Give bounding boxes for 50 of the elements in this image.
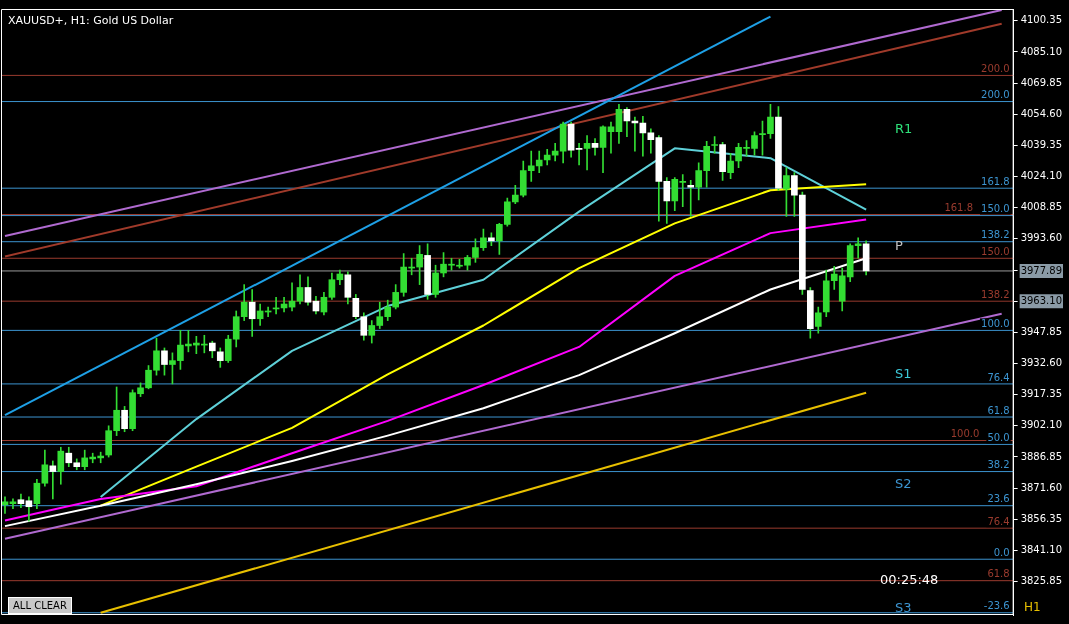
- annotation: -23.6: [983, 600, 1010, 612]
- y-tick-label: 4039.35: [1020, 138, 1063, 150]
- y-tick-label: 4069.85: [1020, 76, 1063, 88]
- annotation: 161.8: [981, 175, 1010, 187]
- y-tick-label: 4085.10: [1020, 45, 1063, 57]
- annotation: 138.2: [981, 229, 1010, 241]
- annotation: S3: [895, 600, 912, 615]
- annotation: 50.0: [987, 431, 1010, 443]
- annotation: 00:25:48: [880, 572, 939, 587]
- annotation: S1: [895, 366, 912, 381]
- y-tick-label: 4024.10: [1020, 170, 1063, 182]
- annotation: 76.4: [987, 515, 1010, 527]
- y-tick-label: 3932.60: [1020, 357, 1063, 369]
- y-tick-label: 3917.35: [1020, 388, 1063, 400]
- candlestick: [575, 143, 583, 166]
- y-tick-label: 3977.89: [1020, 264, 1063, 276]
- annotation: 61.8: [987, 568, 1010, 580]
- annotation: 0.0: [993, 546, 1010, 558]
- y-tick-label: 3993.60: [1020, 232, 1063, 244]
- annotation: 100.0: [981, 317, 1010, 329]
- annotation: 150.0: [981, 245, 1010, 257]
- annotation: 38.2: [987, 459, 1010, 471]
- annotation: P: [895, 238, 903, 253]
- annotation: ALL CLEAR: [8, 597, 72, 614]
- annotation: 100.0: [950, 428, 980, 440]
- y-tick-label: 4008.85: [1020, 201, 1063, 213]
- annotation: 61.8: [987, 404, 1010, 416]
- annotation: 161.8: [944, 202, 974, 214]
- annotation: 76.4: [987, 371, 1010, 383]
- y-tick-label: 3871.60: [1020, 481, 1063, 493]
- y-tick-label: 4054.60: [1020, 107, 1063, 119]
- annotation: 200.0: [981, 89, 1010, 101]
- annotation: 150.0: [981, 203, 1010, 215]
- y-tick-label: 3963.10: [1020, 294, 1063, 306]
- annotation: 200.0: [981, 63, 1010, 74]
- annotation: S2: [895, 476, 912, 491]
- annotation: 138.2: [981, 288, 1010, 300]
- y-tick-label: 4100.35: [1020, 14, 1063, 26]
- y-tick-label: 3947.85: [1020, 325, 1063, 337]
- annotation: 23.6: [987, 493, 1010, 505]
- candlestick: [583, 135, 591, 171]
- y-tick-label: 3902.10: [1020, 419, 1063, 431]
- y-tick-label: 3841.10: [1020, 544, 1063, 556]
- text: H1: [1024, 600, 1041, 614]
- text: XAUUSD+, H1: Gold US Dollar: [6, 14, 176, 27]
- y-tick-label: 3856.35: [1020, 512, 1063, 524]
- annotation: R1: [895, 121, 913, 136]
- candlestick: [1, 496, 9, 514]
- y-tick-label: 3886.85: [1020, 450, 1063, 462]
- y-tick-label: 3825.85: [1020, 575, 1063, 587]
